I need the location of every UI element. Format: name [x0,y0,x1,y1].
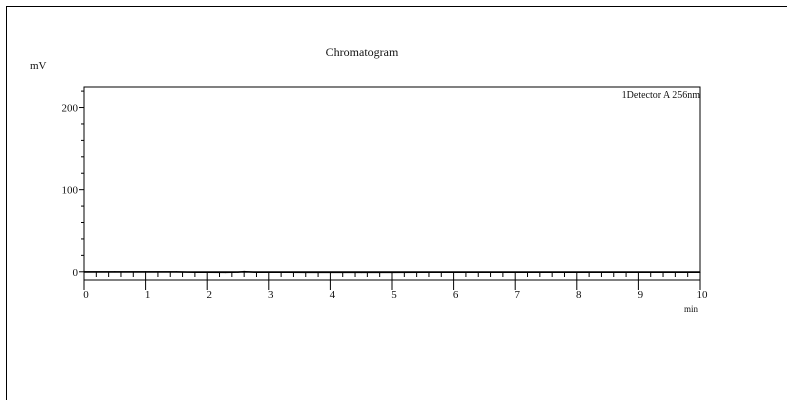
data-point [237,271,239,273]
data-point [545,271,547,273]
series-group [83,270,701,274]
data-point [206,271,208,273]
data-point [114,271,116,273]
x-tick-label: 6 [453,289,459,301]
data-point [225,271,227,274]
x-tick-label: 3 [268,289,274,301]
chart-title: Chromatogram [326,45,399,59]
data-point [194,271,196,274]
data-point [305,271,307,274]
data-point [391,271,393,274]
data-point [422,271,424,273]
data-point [576,271,578,273]
data-point [243,270,245,273]
data-point [255,271,258,273]
x-tick-label: 1 [145,289,151,301]
x-tick-label: 10 [697,289,709,301]
series-line [84,270,700,274]
data-point [329,271,331,274]
y-axis-label: mV [30,60,47,72]
x-tick-label: 2 [206,289,212,301]
data-point [483,271,485,273]
x-tick-label: 5 [391,289,397,301]
data-point [145,271,147,273]
data-point [607,271,609,273]
data-point [286,271,288,274]
data-point [699,271,701,273]
data-point [83,271,85,273]
x-tick-label: 7 [514,289,520,301]
y-tick-label: 200 [62,103,79,115]
data-point [175,271,177,273]
y-axis: 0 100 200 [62,90,84,279]
x-tick-label: 0 [83,289,89,301]
x-axis-label: min [684,304,699,314]
data-point [360,271,362,274]
y-tick-label: 100 [62,185,79,197]
data-point [453,271,455,273]
data-point [637,271,640,273]
x-axis: 0 1 2 3 4 5 6 7 8 9 10 [83,271,709,301]
y-tick-label: 0 [73,267,79,279]
x-tick-label: 9 [638,289,644,301]
legend-entry: 1Detector A 256nm [622,90,701,101]
data-point [514,271,516,273]
x-tick-label: 4 [330,289,336,301]
plot-area [83,86,701,281]
chart-frame [6,6,787,400]
data-point [268,271,270,273]
data-point [668,271,670,273]
x-tick-label: 8 [576,289,582,301]
